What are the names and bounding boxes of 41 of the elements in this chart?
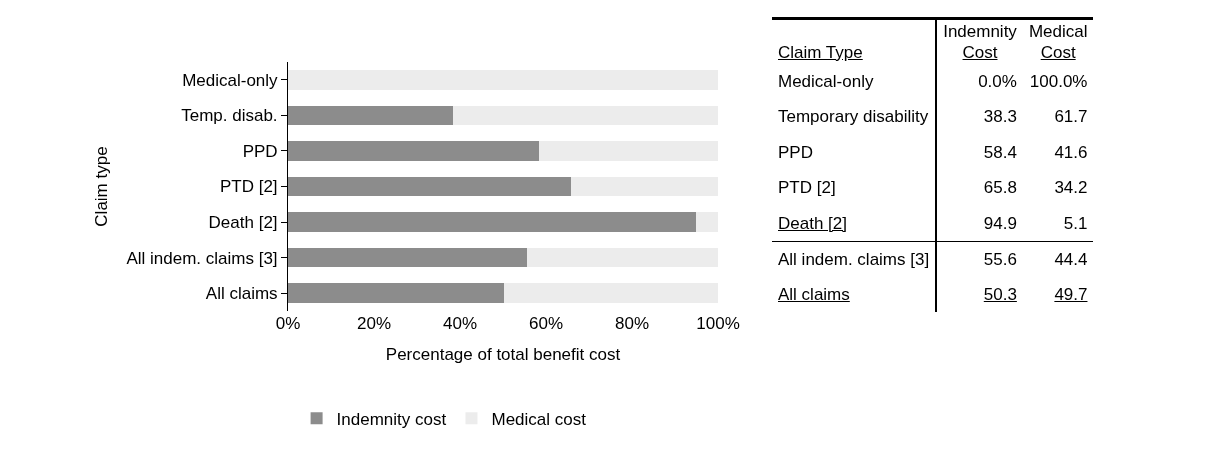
- data-label: 0.0%: [977, 70, 1018, 93]
- x-tick-label: 100%: [696, 314, 740, 333]
- y2-tick-label: All indem. claims [3]: [772, 241, 937, 277]
- y-tick-label: PTD [2]: [219, 177, 278, 197]
- text: Medical Cost: [1022, 18, 1094, 64]
- x-tick-label: 40%: [442, 314, 478, 333]
- data-label: 58.4: [982, 141, 1018, 164]
- text: Claim Type: [778, 42, 863, 62]
- data-label: 61.7: [1053, 106, 1089, 129]
- data-label: 55.6: [936, 241, 1023, 277]
- data-label: 50.3: [983, 285, 1017, 305]
- data-label: 65.8: [982, 177, 1018, 200]
- y2-tick-label: All claims: [778, 285, 850, 305]
- y-tick-label: Medical-only: [182, 70, 279, 90]
- x-tick-label: 80%: [614, 314, 650, 333]
- data-label: 100.0%: [1028, 70, 1089, 93]
- data-label: 94.9: [982, 212, 1018, 235]
- x-tick-label: 60%: [528, 314, 564, 333]
- x-tick-label: 20%: [356, 314, 392, 333]
- y-axis-title: Claim type: [91, 146, 111, 227]
- data-label: 38.3: [982, 106, 1018, 129]
- y-tick-label: All claims: [205, 284, 278, 304]
- data-label: 5.1: [1062, 212, 1089, 235]
- y-tick-label: PPD: [242, 141, 278, 161]
- y2-tick-label: Medical-only: [772, 63, 937, 100]
- data-label: 41.6: [1053, 141, 1089, 164]
- x-axis-title: Percentage of total benefit cost: [385, 345, 621, 365]
- data-label: 49.7: [1054, 285, 1088, 305]
- legend-label: Medical cost: [491, 409, 587, 429]
- y-tick-label: Death [2]: [208, 213, 278, 233]
- x-tick-label: 0%: [275, 314, 301, 333]
- data-label: 44.4: [1022, 241, 1094, 277]
- y2-tick-label: Death [2]: [778, 213, 847, 233]
- y-tick-label: Temp. disab.: [181, 106, 278, 126]
- legend-label: Indemnity cost: [336, 409, 447, 429]
- y2-tick-label: Temporary disability: [772, 99, 937, 135]
- y2-tick-label: PTD [2]: [772, 170, 937, 206]
- text: Indemnity Cost: [936, 18, 1023, 64]
- y2-tick-label: PPD: [772, 134, 937, 171]
- data-label: 34.2: [1053, 177, 1089, 200]
- y-tick-label: All indem. claims [3]: [126, 248, 278, 268]
